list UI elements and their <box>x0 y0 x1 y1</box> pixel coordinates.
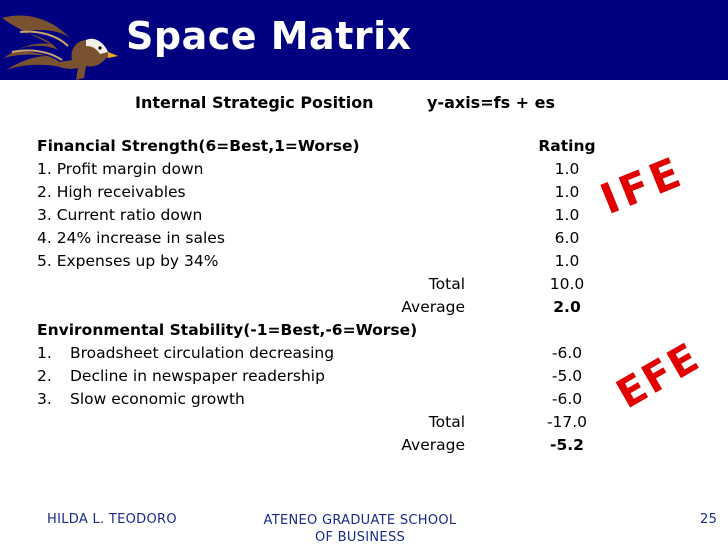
financial-heading: Financial Strength(6=Best,1=Worse) <box>37 137 360 155</box>
financial-item-value: 1.0 <box>554 183 580 201</box>
financial-average-value-row: 2.0 <box>37 296 617 319</box>
financial-item-label: 3. Current ratio down <box>37 206 203 224</box>
financial-item-label: 2. High receivables <box>37 183 186 201</box>
environmental-total-row: Total <box>37 411 465 434</box>
environmental-heading-row: Environmental Stability(-1=Best,-6=Worse… <box>37 319 617 342</box>
table-row: 2. Decline in newspaper readership -5.0 <box>37 365 617 388</box>
environmental-item-number: 3. <box>37 390 52 408</box>
financial-average-label: Average <box>401 298 465 316</box>
environmental-average-label: Average <box>401 436 465 454</box>
financial-item-label: 4. 24% increase in sales <box>37 229 225 247</box>
subtitle-position: Internal Strategic Position <box>135 93 374 112</box>
environmental-total-label: Total <box>428 413 465 431</box>
financial-item-value: 6.0 <box>554 229 580 247</box>
subtitle-axis: y-axis=fs + es <box>427 93 556 112</box>
environmental-item-number: 1. <box>37 344 52 362</box>
financial-heading-row: Financial Strength(6=Best,1=Worse) Ratin… <box>37 135 617 158</box>
environmental-item-value: -6.0 <box>551 344 583 362</box>
table-row: 3. Slow economic growth -6.0 <box>37 388 617 411</box>
financial-average-row: Average <box>37 296 465 319</box>
environmental-average-value-row: -5.2 <box>37 434 617 457</box>
table-row: 5. Expenses up by 34% 1.0 <box>37 250 617 273</box>
financial-item-value: 1.0 <box>554 160 580 178</box>
environmental-item-number: 2. <box>37 367 52 385</box>
environmental-item-value: -5.0 <box>551 367 583 385</box>
environmental-item-value: -6.0 <box>551 390 583 408</box>
financial-total-label: Total <box>428 275 465 293</box>
environmental-total-value: -17.0 <box>546 413 588 431</box>
footer-author: HILDA L. TEODORO <box>47 512 177 527</box>
environmental-average-row: Average <box>37 434 465 457</box>
financial-total-value: 10.0 <box>549 275 585 293</box>
efe-stamp: EFE <box>609 334 709 418</box>
eagle-logo-icon <box>2 15 118 81</box>
environmental-item-label: Decline in newspaper readership <box>70 367 325 385</box>
environmental-heading: Environmental Stability(-1=Best,-6=Worse… <box>37 321 418 339</box>
environmental-item-label: Broadsheet circulation decreasing <box>70 344 335 362</box>
rating-heading: Rating <box>538 137 596 155</box>
financial-item-value: 1.0 <box>554 252 580 270</box>
page-title: Space Matrix <box>126 14 412 58</box>
table-row: 1. Profit margin down 1.0 <box>37 158 617 181</box>
financial-item-label: 1. Profit margin down <box>37 160 204 178</box>
footer-school-line1: ATENEO GRADUATE SCHOOL <box>263 513 457 528</box>
title-bar: Space Matrix <box>0 0 728 81</box>
table-row: 1. Broadsheet circulation decreasing -6.… <box>37 342 617 365</box>
footer-school-line2: OF BUSINESS <box>314 530 406 545</box>
table-row: 2. High receivables 1.0 <box>37 181 617 204</box>
financial-item-label: 5. Expenses up by 34% <box>37 252 219 270</box>
financial-total-row: Total <box>37 273 465 296</box>
environmental-item-label: Slow economic growth <box>70 390 245 408</box>
financial-item-value: 1.0 <box>554 206 580 224</box>
environmental-average-value: -5.2 <box>550 436 584 454</box>
table-row: 3. Current ratio down 1.0 <box>37 204 617 227</box>
footer-school: ATENEO GRADUATE SCHOOL OF BUSINESS <box>240 512 480 546</box>
financial-total-value-row: 10.0 <box>37 273 617 296</box>
page-number: 25 <box>700 512 718 527</box>
table-row: 4. 24% increase in sales 6.0 <box>37 227 617 250</box>
environmental-total-value-row: -17.0 <box>37 411 617 434</box>
financial-average-value: 2.0 <box>553 298 581 316</box>
